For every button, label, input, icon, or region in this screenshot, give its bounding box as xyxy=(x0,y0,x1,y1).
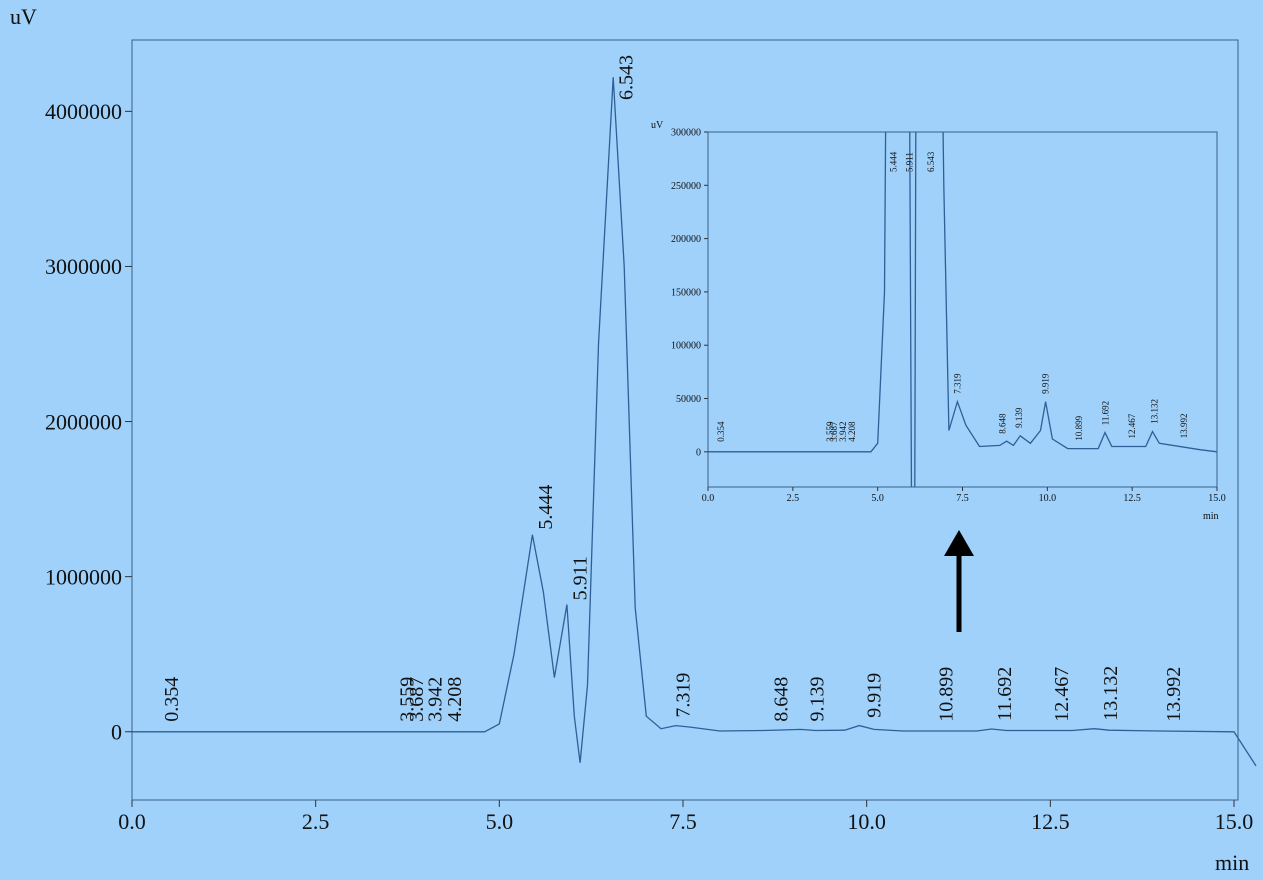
y-tick-label: 50000 xyxy=(676,394,701,405)
x-tick-label: 2.5 xyxy=(787,493,800,504)
x-tick-label: 0.0 xyxy=(118,809,146,834)
y-tick-label: 3000000 xyxy=(45,254,122,279)
x-tick-label: 0.0 xyxy=(702,493,715,504)
y-axis-label: uV xyxy=(10,4,37,29)
y-tick-label: 0 xyxy=(696,447,701,458)
peak-label: 9.919 xyxy=(1041,373,1051,394)
y-tick-label: 250000 xyxy=(671,181,701,192)
peak-label: 11.692 xyxy=(1101,401,1111,425)
x-tick-label: 5.0 xyxy=(486,809,514,834)
x-axis-label: min xyxy=(1215,850,1249,875)
peak-label: 8.648 xyxy=(998,413,1008,434)
inset-chart: 0 50000 100000 150000 200000 250000 300000 0.0 2… xyxy=(651,120,1226,522)
peak-label: 6.543 xyxy=(926,151,936,172)
y-tick-label: 300000 xyxy=(671,128,701,139)
peak-label: 13.132 xyxy=(1150,399,1160,424)
arrow-head xyxy=(944,530,974,556)
peak-label: 0.354 xyxy=(716,421,726,442)
peak-label: 11.692 xyxy=(994,667,1016,721)
x-tick-label: 15.0 xyxy=(1208,493,1226,504)
peak-label: 13.132 xyxy=(1100,666,1122,721)
y-tick-label: 150000 xyxy=(671,287,701,298)
peak-label: 3.942 xyxy=(425,677,447,722)
peak-label: 13.992 xyxy=(1163,667,1185,722)
peak-label: 3.687 xyxy=(829,421,839,442)
peak-label: 7.319 xyxy=(673,673,695,718)
x-tick-label: 12.5 xyxy=(1123,493,1141,504)
x-axis-label: min xyxy=(1203,511,1219,522)
peak-label: 3.687 xyxy=(406,677,428,722)
x-tick-label: 12.5 xyxy=(1031,809,1070,834)
y-tick-label: 1000000 xyxy=(45,564,122,589)
peak-label: 5.444 xyxy=(889,151,899,172)
peak-label: 0.354 xyxy=(161,677,183,722)
peak-label: 9.919 xyxy=(864,673,886,718)
plot-frame xyxy=(707,131,1218,488)
peak-label: 9.139 xyxy=(1014,407,1024,428)
x-tick-label: 7.5 xyxy=(956,493,969,504)
peak-label: 10.899 xyxy=(936,667,958,722)
y-tick-label: 0 xyxy=(111,719,122,744)
peak-label: 4.208 xyxy=(847,421,857,442)
x-tick-label: 2.5 xyxy=(302,809,330,834)
y-axis-label: uV xyxy=(651,120,664,131)
peak-label: 3.559 xyxy=(825,421,835,442)
peak-label: 8.648 xyxy=(770,677,792,722)
peak-label: 4.208 xyxy=(444,677,466,722)
arrow xyxy=(944,530,974,632)
y-tick-label: 100000 xyxy=(671,341,701,352)
peak-label: 7.319 xyxy=(952,373,962,394)
peak-label: 5.444 xyxy=(535,485,557,530)
x-tick-label: 10.0 xyxy=(1039,493,1057,504)
x-tick-label: 5.0 xyxy=(871,493,884,504)
trace xyxy=(708,132,1217,487)
plot-frame xyxy=(131,39,1239,801)
peak-label: 5.911 xyxy=(905,152,915,172)
peak-label: 9.139 xyxy=(806,677,828,722)
peak-label: 12.467 xyxy=(1051,667,1073,722)
peak-label: 6.543 xyxy=(616,55,638,100)
peak-label: 10.899 xyxy=(1074,415,1084,440)
peak-label: 13.992 xyxy=(1179,414,1189,439)
x-tick-label: 10.0 xyxy=(847,809,886,834)
peak-label: 12.467 xyxy=(1127,413,1137,438)
y-tick-label: 200000 xyxy=(671,234,701,245)
x-tick-label: 7.5 xyxy=(669,809,697,834)
y-tick-label: 2000000 xyxy=(45,409,122,434)
peak-label: 3.942 xyxy=(838,422,848,442)
peak-label: 3.559 xyxy=(397,677,419,722)
trace xyxy=(132,77,1257,767)
y-tick-label: 4000000 xyxy=(45,99,122,124)
peak-label: 5.911 xyxy=(569,556,591,600)
x-tick-label: 15.0 xyxy=(1215,809,1254,834)
